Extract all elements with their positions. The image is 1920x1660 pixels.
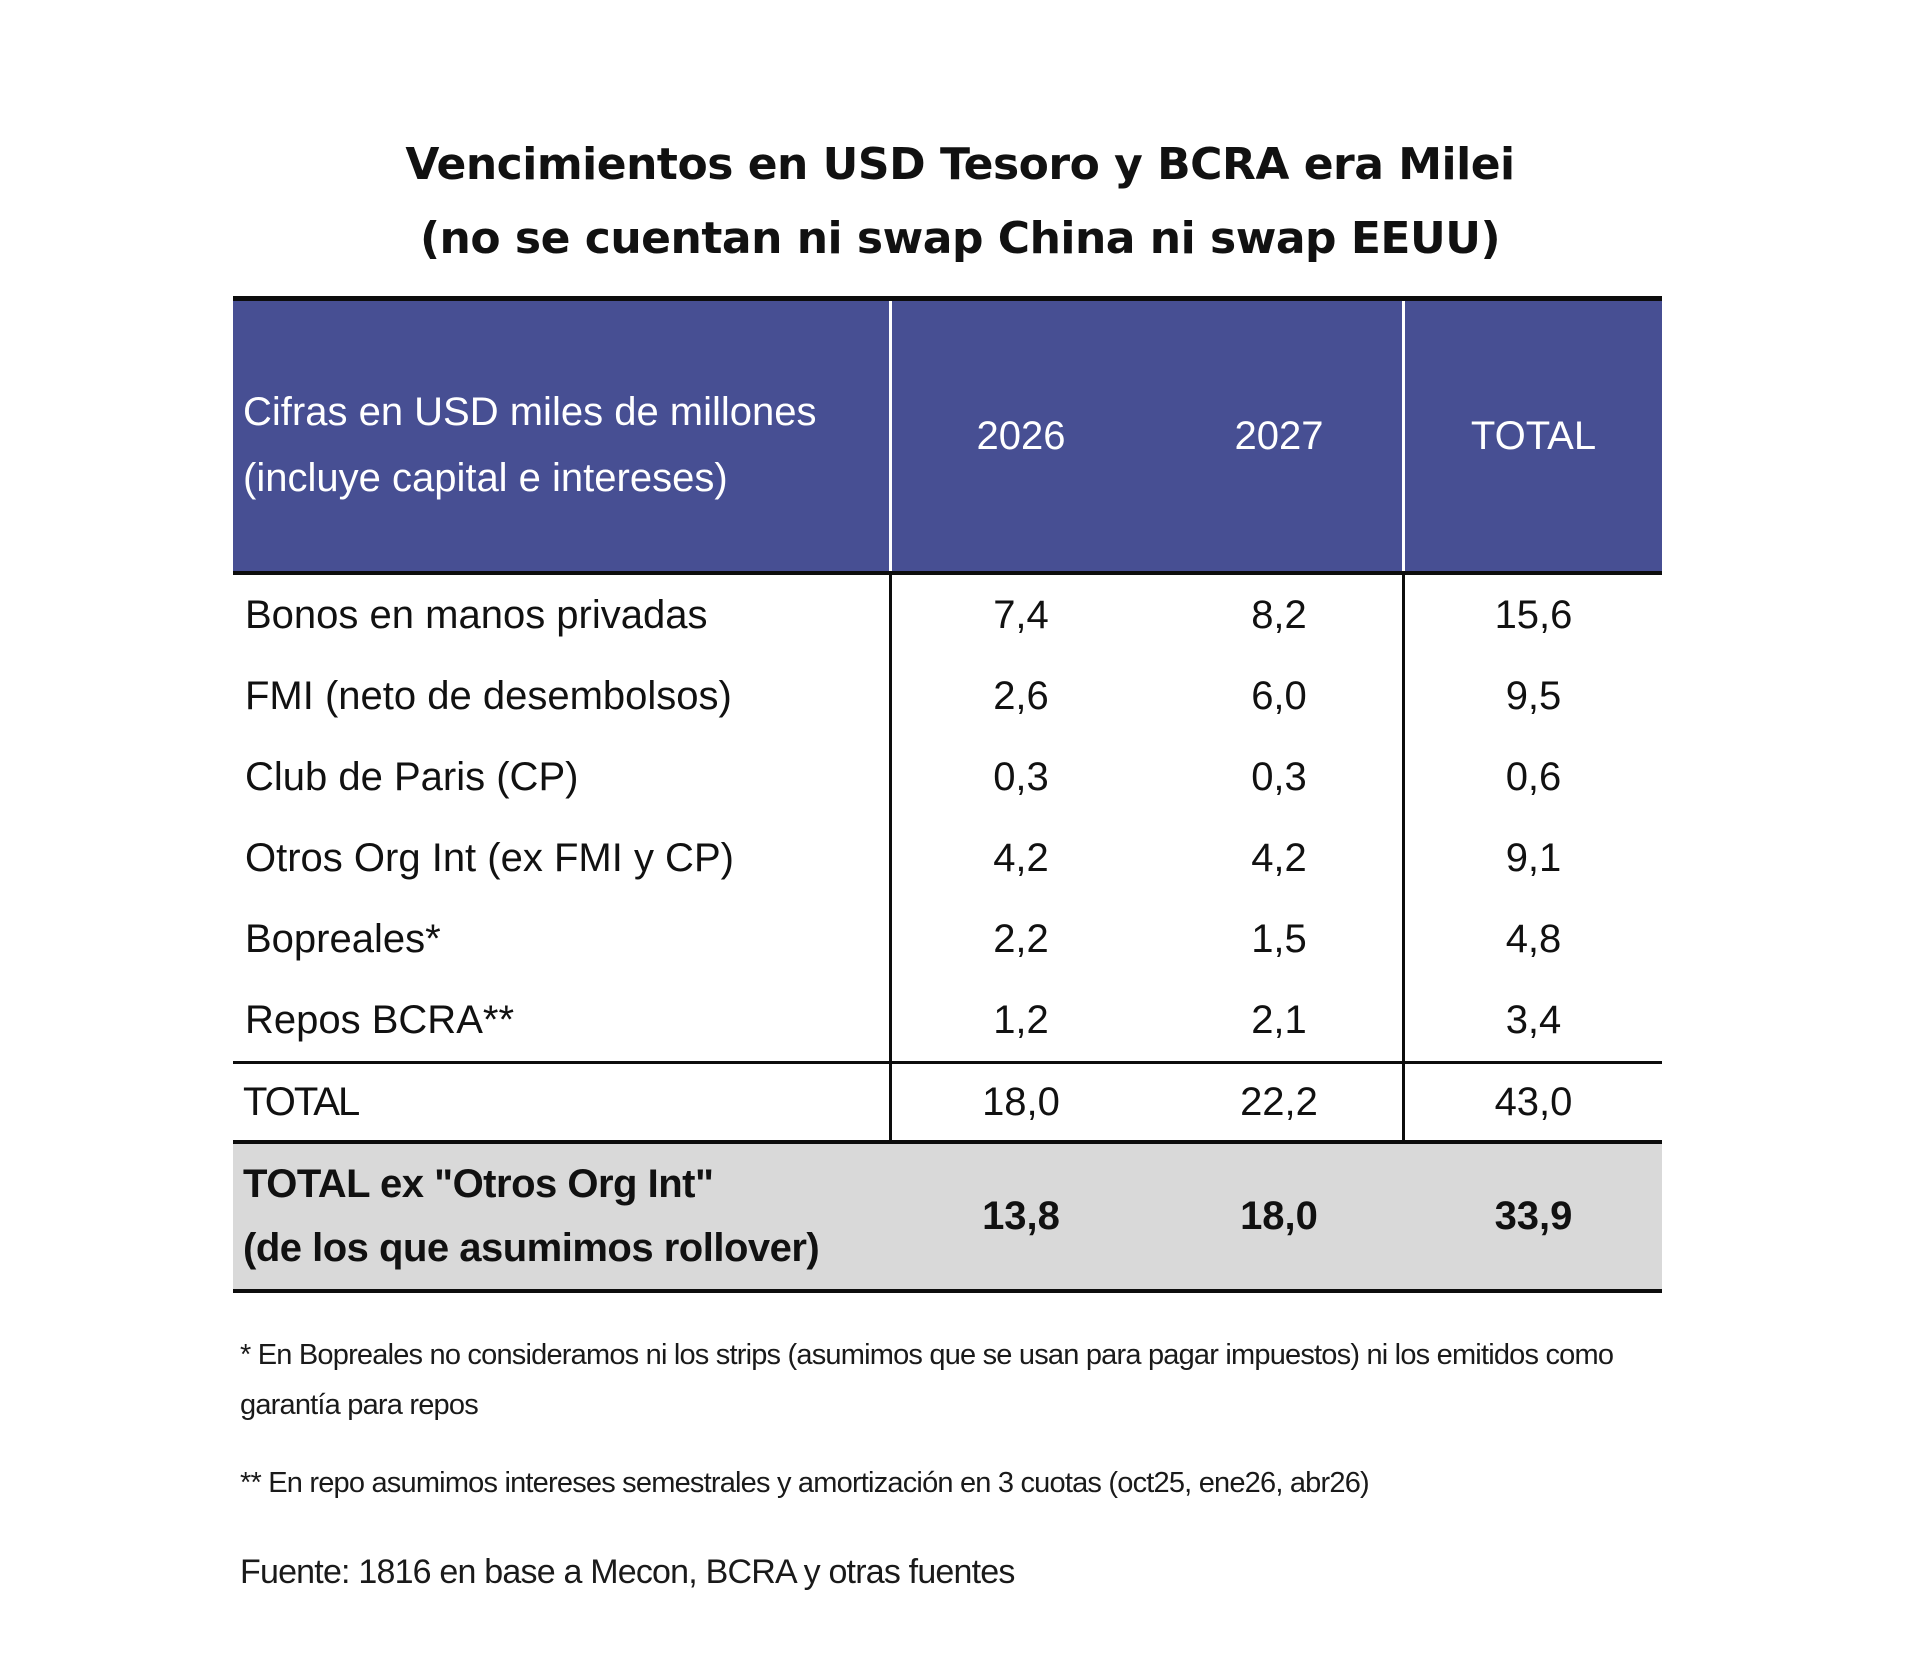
cell-total: 15,6	[1494, 593, 1573, 637]
cell-2026: 4,2	[993, 836, 1049, 880]
header-label-line-2: (incluye capital e intereses)	[243, 456, 728, 500]
table-header: Cifras en USD miles de millones (incluye…	[233, 296, 1662, 575]
cell-total: 4,8	[1505, 917, 1562, 961]
header-label: Cifras en USD miles de millones (incluye…	[243, 379, 817, 511]
table-row: Club de Paris (CP) 0,3 0,3 0,6	[233, 737, 1662, 818]
row-label: Repos BCRA**	[245, 998, 515, 1042]
row-label: Otros Org Int (ex FMI y CP)	[245, 836, 734, 880]
row-label: Bonos en manos privadas	[245, 593, 708, 637]
footnote-bopreales: * En Bopreales no consideramos ni los st…	[240, 1339, 1614, 1421]
column-divider	[889, 575, 892, 1293]
ex-row-label-line-1: TOTAL ex "Otros Org Int"	[243, 1162, 714, 1206]
header-col-total: TOTAL	[1470, 413, 1597, 458]
cell-2027: 6,0	[1251, 674, 1307, 718]
table-row: Repos BCRA** 1,2 2,1 3,4	[233, 980, 1662, 1061]
cell-total: 0,6	[1505, 755, 1562, 799]
total-ex-otros-row: TOTAL ex "Otros Org Int" (de los que asu…	[233, 1144, 1662, 1293]
table-body: Bonos en manos privadas 7,4 8,2 15,6 FMI…	[233, 575, 1662, 1293]
title-line-2: (no se cuentan ni swap China ni swap EEU…	[419, 213, 1501, 264]
ex-total: 33,9	[1494, 1194, 1573, 1238]
maturities-table: Cifras en USD miles de millones (incluye…	[233, 296, 1662, 1293]
column-divider	[1402, 575, 1405, 1293]
header-label-line-1: Cifras en USD miles de millones	[243, 390, 817, 434]
cell-2027: 2,1	[1251, 998, 1307, 1042]
table-row: FMI (neto de desembolsos) 2,6 6,0 9,5	[233, 656, 1662, 737]
title-line-1: Vencimientos en USD Tesoro y BCRA era Mi…	[405, 139, 1515, 190]
row-label: Bopreales*	[245, 917, 441, 961]
cell-2027: 0,3	[1251, 755, 1307, 799]
cell-2026: 2,2	[993, 917, 1049, 961]
table-row: Bopreales* 2,2 1,5 4,8	[233, 899, 1662, 980]
cell-2026: 0,3	[993, 755, 1049, 799]
total-total: 43,0	[1494, 1079, 1573, 1124]
total-row: TOTAL 18,0 22,2 43,0	[233, 1061, 1662, 1144]
total-2026: 18,0	[982, 1079, 1060, 1124]
ex-2027: 18,0	[1240, 1194, 1318, 1238]
footnote-repos: ** En repo asumimos intereses semestrale…	[240, 1467, 1370, 1499]
total-row-label: TOTAL	[243, 1079, 360, 1124]
cell-2027: 8,2	[1251, 593, 1307, 637]
page-title: Vencimientos en USD Tesoro y BCRA era Mi…	[0, 128, 1920, 276]
row-label: FMI (neto de desembolsos)	[245, 674, 732, 718]
total-2027: 22,2	[1240, 1079, 1318, 1124]
header-col-2027: 2027	[1234, 413, 1324, 458]
cell-total: 9,1	[1505, 836, 1562, 880]
ex-row-label: TOTAL ex "Otros Org Int" (de los que asu…	[243, 1152, 820, 1280]
cell-2026: 2,6	[993, 674, 1049, 718]
cell-2027: 4,2	[1251, 836, 1307, 880]
ex-row-label-line-2: (de los que asumimos rollover)	[243, 1226, 820, 1270]
source-note: Fuente: 1816 en base a Mecon, BCRA y otr…	[240, 1553, 1015, 1591]
table-row: Otros Org Int (ex FMI y CP) 4,2 4,2 9,1	[233, 818, 1662, 899]
row-label: Club de Paris (CP)	[245, 755, 579, 799]
header-divider	[1402, 301, 1405, 571]
cell-2027: 1,5	[1251, 917, 1307, 961]
header-col-2026: 2026	[976, 413, 1066, 458]
cell-2026: 7,4	[993, 593, 1049, 637]
cell-total: 3,4	[1505, 998, 1562, 1042]
ex-2026: 13,8	[982, 1194, 1060, 1238]
table-row: Bonos en manos privadas 7,4 8,2 15,6	[233, 575, 1662, 656]
cell-2026: 1,2	[993, 998, 1049, 1042]
cell-total: 9,5	[1505, 674, 1562, 718]
header-divider	[889, 301, 892, 571]
